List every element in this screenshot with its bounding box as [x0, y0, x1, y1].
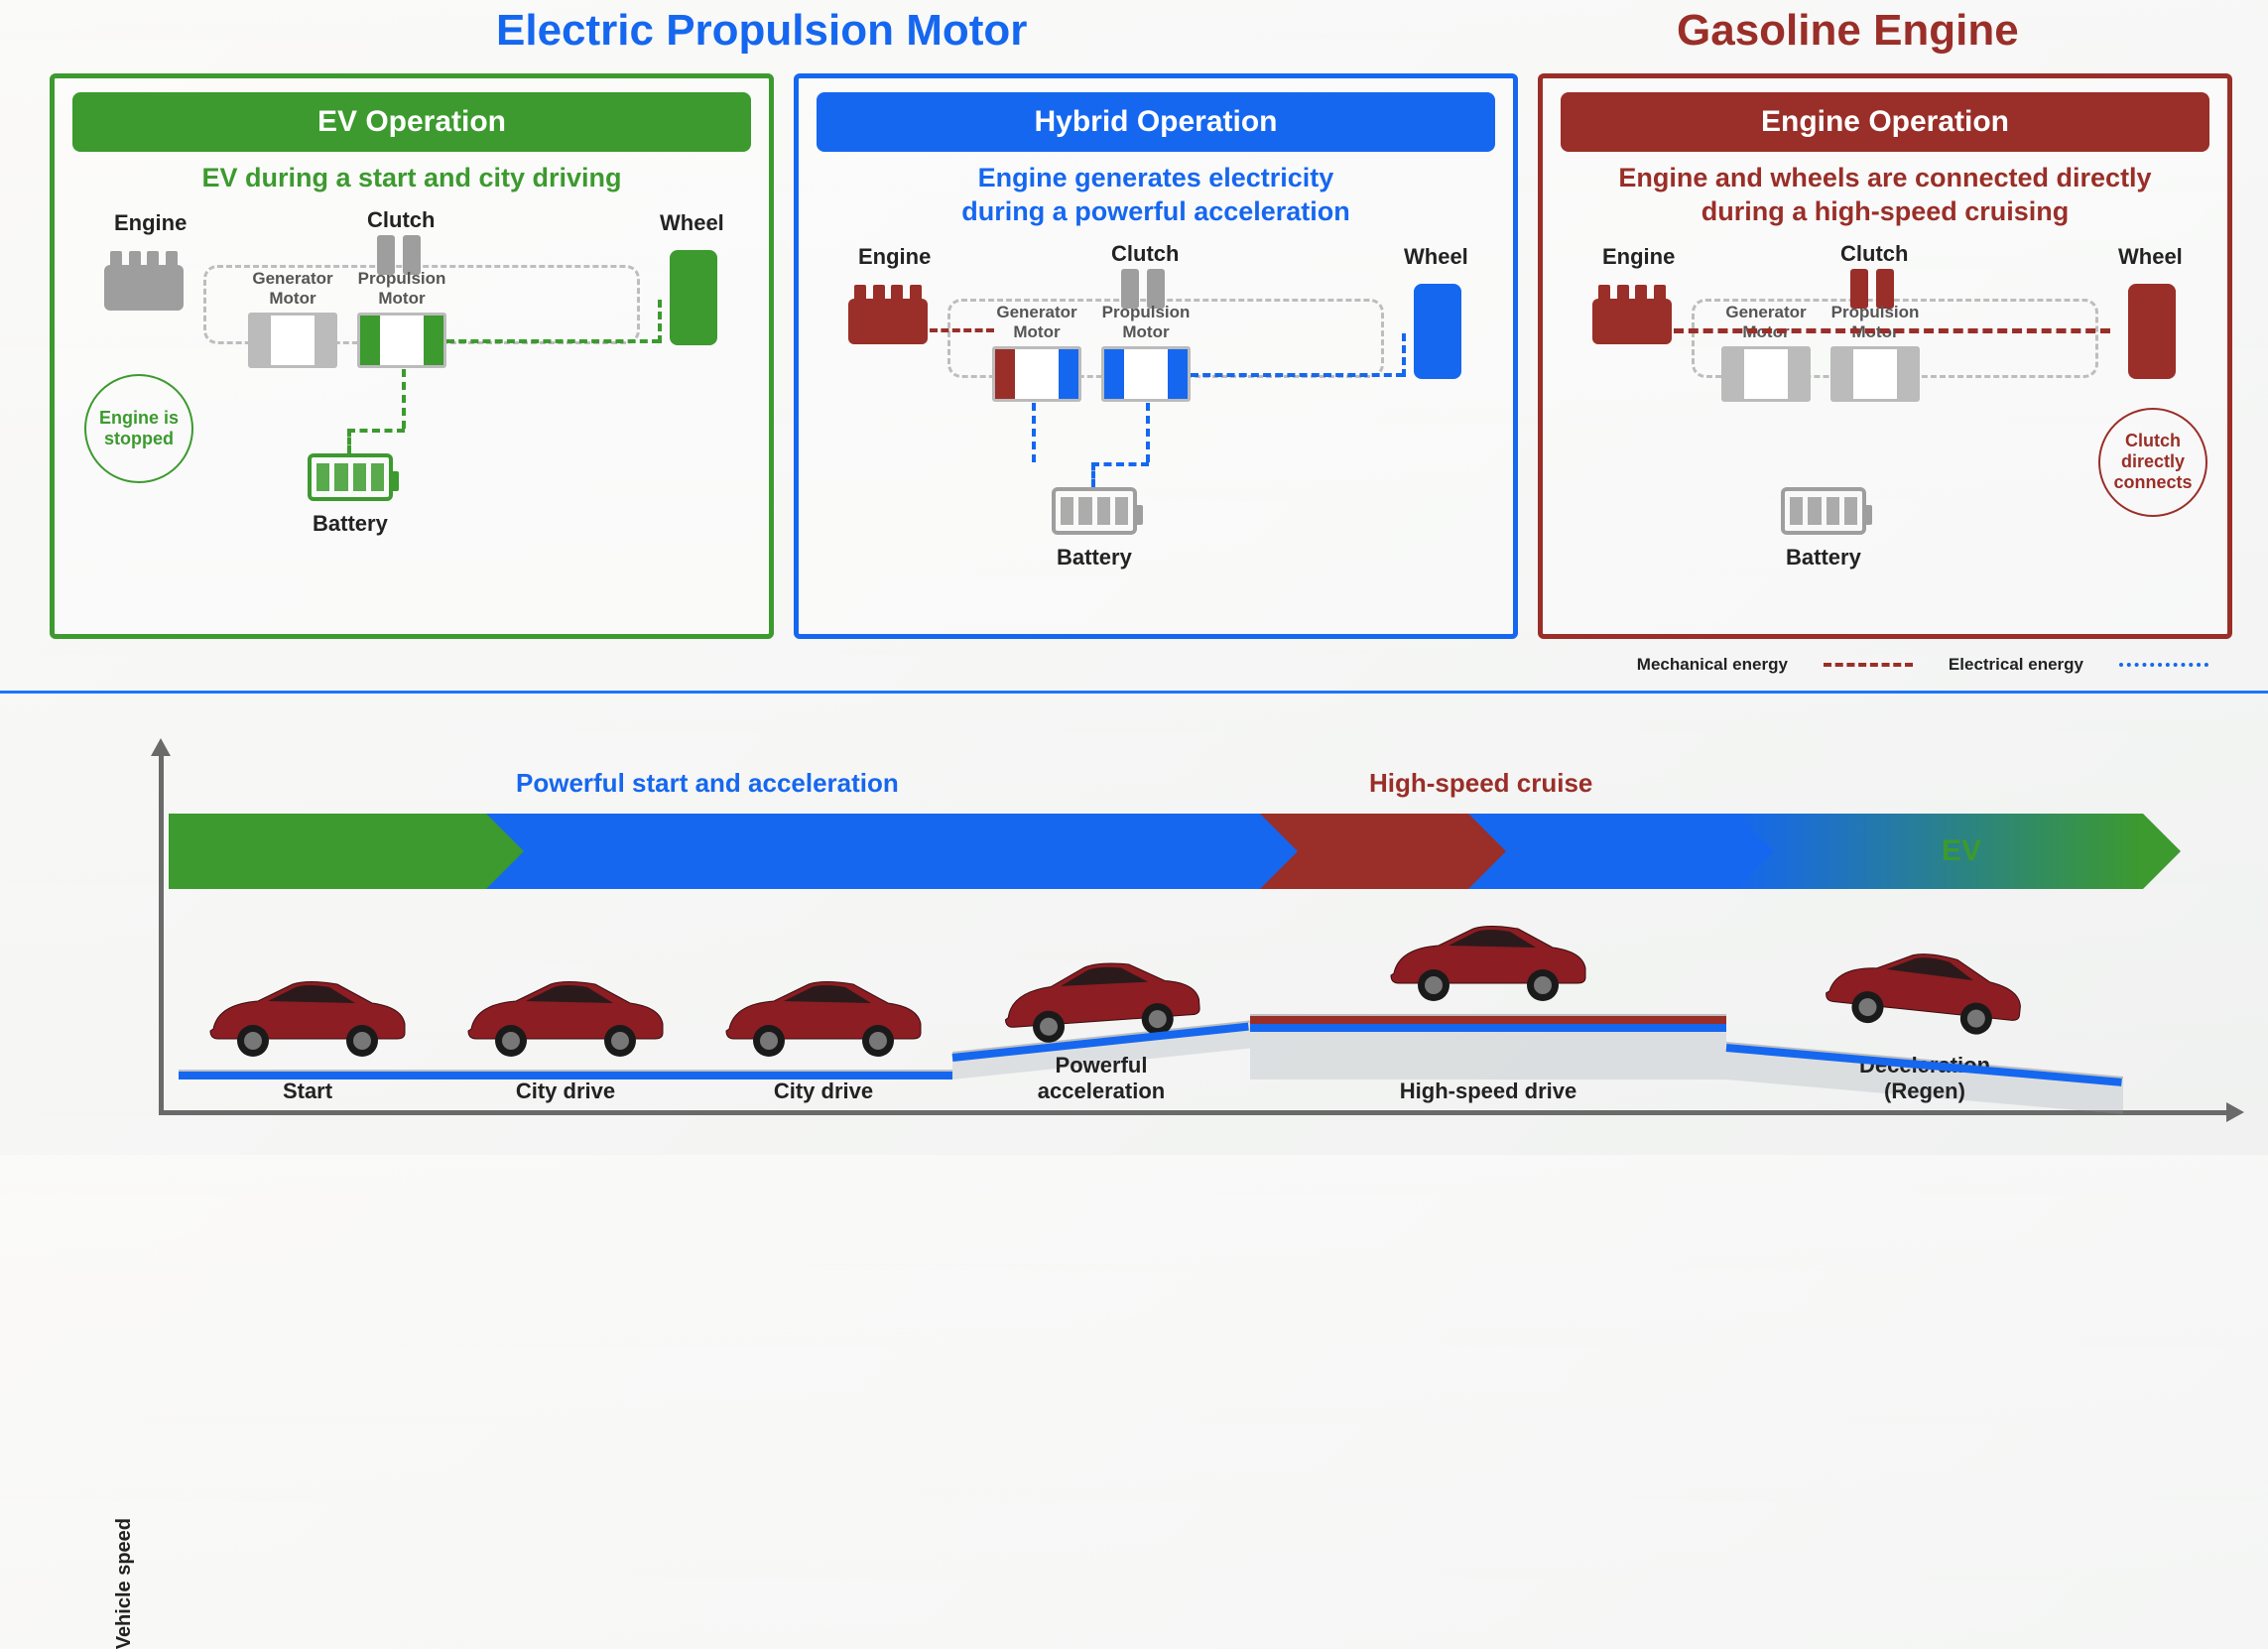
section-divider	[0, 691, 2268, 694]
panel-header: Hybrid Operation	[817, 92, 1495, 152]
propulsion-motor	[1830, 346, 1920, 402]
arrow-seg-3: Hybrid	[1468, 814, 1736, 889]
chart-area: Powerful start and acceleration High-spe…	[159, 734, 2228, 1125]
phase-label: Start	[179, 1078, 437, 1104]
section-cruise: High-speed cruise	[1369, 768, 1592, 799]
speed-line-1	[437, 1072, 694, 1079]
car-icon	[1379, 914, 1597, 1003]
engine-label: Engine	[858, 244, 931, 270]
generator-motor	[1721, 346, 1811, 402]
phase-label: City drive	[694, 1078, 952, 1104]
speed-line-0	[179, 1072, 437, 1079]
gen-label: GeneratorMotor	[248, 269, 337, 309]
legend-elec-line	[2119, 663, 2208, 667]
flow-batt-down	[1091, 462, 1095, 487]
gen-label: GeneratorMotor	[1721, 303, 1811, 342]
mode-arrow-bar: EV OperationHybrid OperationEngine Opera…	[169, 814, 2143, 889]
battery-label: Battery	[1057, 545, 1132, 571]
heading-right: Gasoline Engine	[1677, 6, 2019, 56]
battery-label: Battery	[1786, 545, 1861, 571]
clutch-label: Clutch	[1840, 241, 1908, 267]
schematic: Engine Clutch Wheel GeneratorMotor Propu…	[799, 239, 1513, 616]
propulsion-motor	[357, 313, 446, 368]
flow-engine-wheel	[1674, 328, 2110, 333]
yaxis-label: Vehicle speed	[113, 1518, 136, 1649]
y-axis	[159, 754, 164, 1115]
arrow-seg-4: EV	[1736, 814, 2143, 889]
note-circle: Engine isstopped	[84, 374, 193, 483]
x-axis	[159, 1110, 2228, 1115]
panel-subtitle: Engine and wheels are connected directly…	[1543, 162, 2227, 229]
speed-line-2	[694, 1072, 952, 1079]
flow-prop-wheel	[1191, 373, 1404, 377]
panel-subtitle: EV during a start and city driving	[55, 162, 769, 195]
panel-hybrid: Hybrid Operation Engine generates electr…	[794, 73, 1518, 639]
panel-header: EV Operation	[72, 92, 751, 152]
legend-mech-label: Mechanical energy	[1637, 655, 1788, 675]
wheel-label: Wheel	[1404, 244, 1468, 270]
flow-wheel-up	[1402, 333, 1406, 377]
flow-gen-down	[1032, 403, 1036, 462]
flow-wheel-up	[658, 300, 662, 343]
battery-icon	[308, 453, 393, 501]
section-accel: Powerful start and acceleration	[516, 768, 899, 799]
flow-prop-down	[1146, 403, 1150, 462]
prop-label: PropulsionMotor	[1830, 303, 1920, 342]
wheel-icon	[2128, 284, 2176, 379]
bottom-chart: Vehicle speed Powerful start and acceler…	[0, 704, 2268, 1155]
engine-icon	[1592, 299, 1672, 344]
battery-icon	[1052, 487, 1137, 535]
panel-header: Engine Operation	[1561, 92, 2209, 152]
wheel-icon	[670, 250, 717, 345]
engine-label: Engine	[1602, 244, 1675, 270]
flow-to-batt	[1091, 462, 1149, 466]
flow-prop-wheel	[446, 339, 660, 343]
flow-batt-down	[347, 429, 351, 453]
car-icon	[714, 969, 933, 1059]
note-circle: Clutchdirectlyconnects	[2098, 408, 2207, 517]
prop-label: PropulsionMotor	[357, 269, 446, 309]
battery-label: Battery	[313, 511, 388, 537]
generator-motor	[992, 346, 1081, 402]
legend-elec-label: Electrical energy	[1949, 655, 2083, 675]
battery-icon	[1781, 487, 1866, 535]
flow-engine-gen	[930, 328, 994, 332]
wheel-label: Wheel	[660, 210, 724, 236]
car-icon	[456, 969, 675, 1059]
phase-label: Powerful acceleration	[952, 1053, 1250, 1104]
engine-icon	[104, 265, 184, 311]
engine-icon	[848, 299, 928, 344]
propulsion-motor	[1101, 346, 1191, 402]
wheel-icon	[1414, 284, 1461, 379]
engine-label: Engine	[114, 210, 187, 236]
wheel-label: Wheel	[2118, 244, 2183, 270]
flow-to-batt	[347, 429, 405, 433]
schematic: Engine Clutch Wheel GeneratorMotor Propu…	[1543, 239, 2227, 616]
car-icon	[1812, 931, 2038, 1043]
arrow-seg-0: EV Operation	[169, 814, 486, 889]
generator-motor	[248, 313, 337, 368]
panel-subtitle: Engine generates electricityduring a pow…	[799, 162, 1513, 229]
speed-line-4	[1250, 1016, 1726, 1024]
flow-prop-down	[402, 369, 406, 429]
arrow-seg-1: Hybrid Operation	[486, 814, 1260, 889]
schematic: Engine Clutch Wheel GeneratorMotor Propu…	[55, 205, 769, 582]
prop-label: PropulsionMotor	[1101, 303, 1191, 342]
legend-mech-line	[1824, 663, 1913, 667]
phase-label: High-speed drive	[1250, 1078, 1726, 1104]
legend: Mechanical energy Electrical energy	[1637, 655, 2208, 675]
gen-label: GeneratorMotor	[992, 303, 1081, 342]
top-section: Electric Propulsion Motor Gasoline Engin…	[0, 0, 2268, 681]
phase-label: City drive	[437, 1078, 694, 1104]
speed-line2-4	[1250, 1024, 1726, 1032]
clutch-label: Clutch	[1111, 241, 1179, 267]
heading-left: Electric Propulsion Motor	[496, 6, 1027, 56]
panel-engine: Engine Operation Engine and wheels are c…	[1538, 73, 2232, 639]
car-icon	[198, 969, 417, 1059]
panel-ev: EV Operation EV during a start and city …	[50, 73, 774, 639]
clutch-label: Clutch	[367, 207, 435, 233]
